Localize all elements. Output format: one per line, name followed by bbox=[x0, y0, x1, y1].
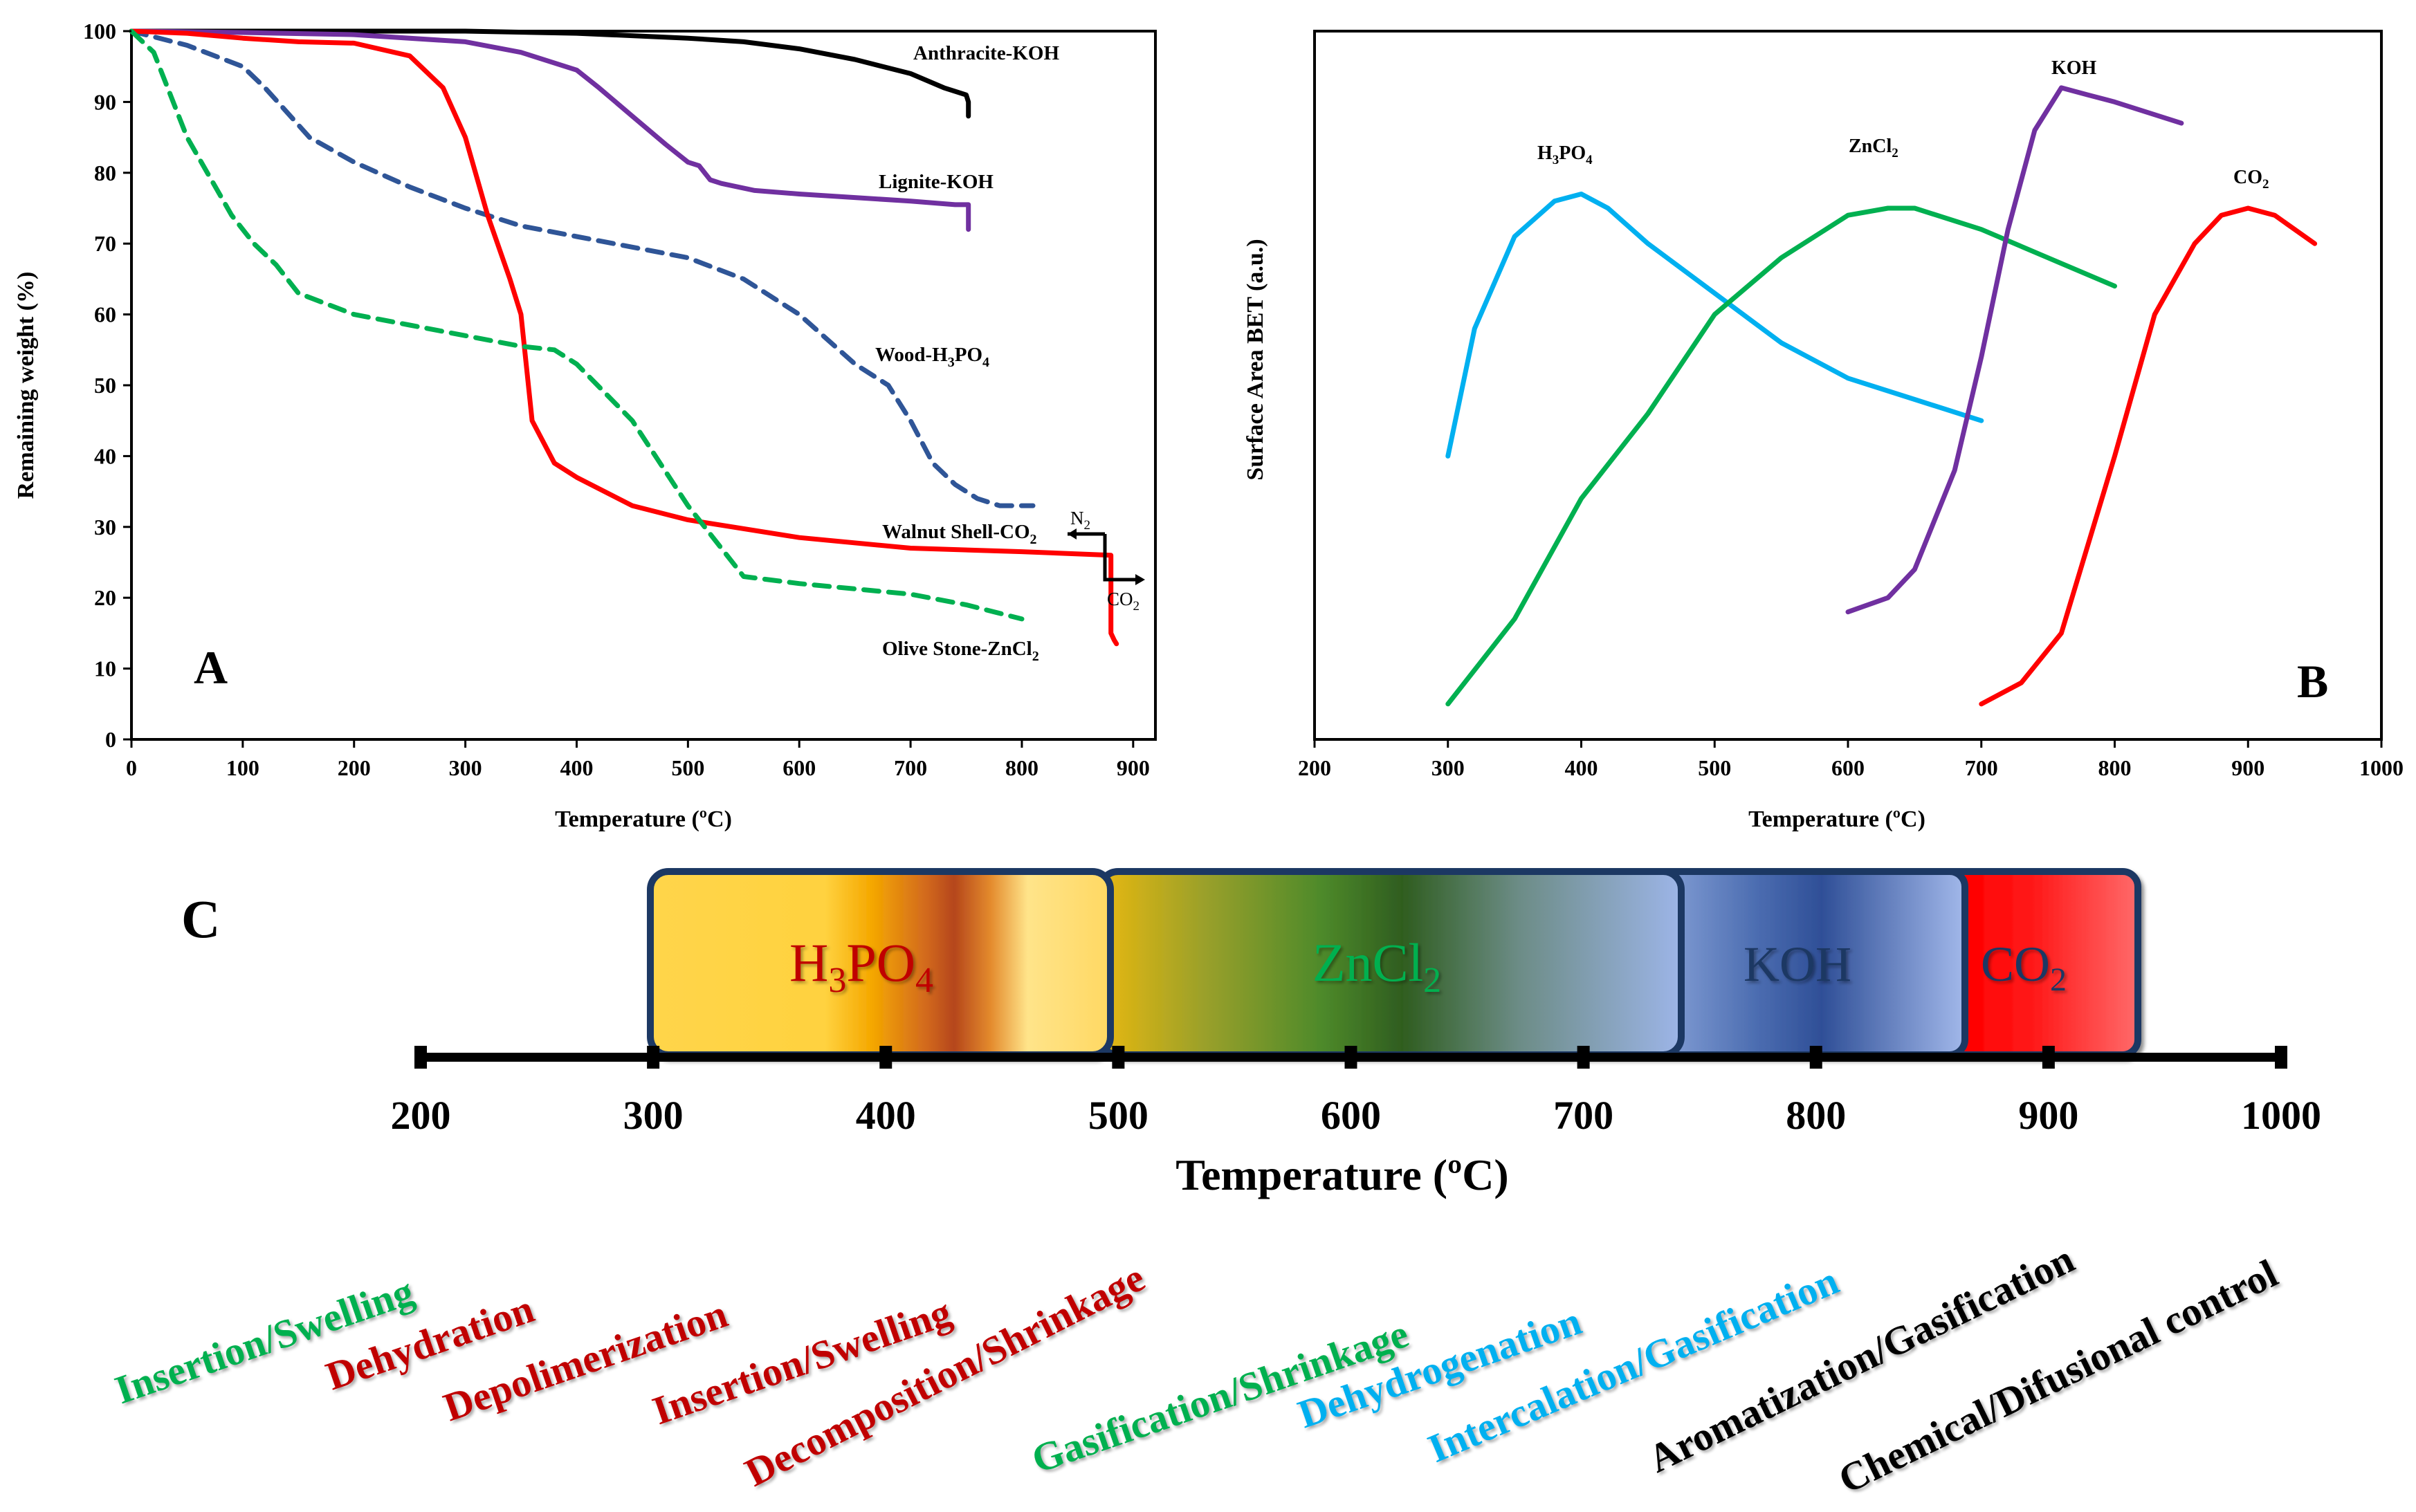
x-tick-label-b: 600 bbox=[1831, 755, 1865, 780]
series-line-wood bbox=[129, 28, 1036, 508]
x-tick-label-a: 600 bbox=[783, 755, 816, 780]
y-tick-label-a: 100 bbox=[83, 19, 116, 44]
series-label-zncl2: ZnCl2 bbox=[1849, 136, 1898, 160]
series-line-koh_b bbox=[1845, 85, 2184, 615]
annotation-n2: N2 bbox=[1070, 508, 1090, 533]
x-tick-label-c: 1000 bbox=[2241, 1093, 2321, 1138]
x-tick-label-b: 700 bbox=[1965, 755, 1998, 780]
panel-b-x-ticks: 200 300 400 500 600 700 800 900 1000 bbox=[1298, 739, 2404, 780]
x-tick-label-a: 900 bbox=[1117, 755, 1150, 780]
x-tick-label-c: 800 bbox=[1786, 1093, 1846, 1138]
band-labels: H3PO4 ZnCl2 KOH CO2 bbox=[789, 932, 2067, 1000]
y-tick-label-a: 40 bbox=[94, 443, 116, 468]
x-tick-label-c: 900 bbox=[2018, 1093, 2078, 1138]
y-tick-label-a: 20 bbox=[94, 585, 116, 610]
x-tick-label-a: 200 bbox=[338, 755, 371, 780]
y-tick-label-a: 10 bbox=[94, 656, 116, 681]
x-tick-label-b: 800 bbox=[2098, 755, 2132, 780]
y-tick-label-a: 80 bbox=[94, 160, 116, 185]
series-label-koh: KOH bbox=[2051, 57, 2097, 79]
series-label-lignite: Lignite-KOH bbox=[879, 171, 994, 193]
series-label-co2: CO2 bbox=[2233, 167, 2269, 192]
panel-a-x-ticks: 0 100 200 300 400 500 600 700 800 900 bbox=[126, 739, 1150, 780]
x-tick-c bbox=[1344, 1046, 1357, 1069]
process-chemical-difusional-control: Chemical/Difusional control bbox=[1831, 1251, 2285, 1502]
x-tick-c bbox=[1112, 1046, 1125, 1069]
series-label-h3po4: H3PO4 bbox=[1537, 142, 1593, 167]
series-label-wood: Wood-H3PO4 bbox=[875, 344, 989, 370]
x-tick-c bbox=[1577, 1046, 1590, 1069]
series-label-olive: Olive Stone-ZnCl2 bbox=[882, 638, 1039, 664]
x-tick-c bbox=[647, 1046, 660, 1069]
x-tick-label-a: 0 bbox=[126, 755, 137, 780]
panel-a-y-ticks: 0 10 20 30 40 50 60 70 80 90 100 bbox=[83, 19, 131, 752]
panel-b: 200 300 400 500 600 700 800 900 1000 H3PO4 ZnCl2… bbox=[1243, 30, 2404, 832]
x-tick-label-b: 300 bbox=[1431, 755, 1465, 780]
x-tick-label-b: 500 bbox=[1698, 755, 1731, 780]
x-tick-c bbox=[414, 1046, 427, 1069]
x-tick-label-c: 400 bbox=[856, 1093, 916, 1138]
x-tick-label-c: 200 bbox=[391, 1093, 451, 1138]
series-line-lignite bbox=[129, 28, 971, 232]
series-line-h3po4_b bbox=[1445, 192, 1984, 459]
x-tick-label-c: 600 bbox=[1321, 1093, 1381, 1138]
y-tick-label-a: 0 bbox=[105, 727, 116, 752]
y-tick-label-a: 70 bbox=[94, 231, 116, 256]
series-line-co2_b bbox=[1979, 205, 2318, 707]
band-label-koh: KOH bbox=[1744, 937, 1851, 992]
series-label-walnut: Walnut Shell-CO2 bbox=[882, 521, 1037, 547]
band-label-h3po4: H3PO4 bbox=[789, 932, 933, 1000]
y-tick-label-a: 30 bbox=[94, 515, 116, 540]
x-tick-label-a: 500 bbox=[671, 755, 704, 780]
panel-c: C H3PO4 ZnCl2 KOH CO2 200 300 400 500 600 700… bbox=[109, 868, 2321, 1502]
series-label-anthracite: Anthracite-KOH bbox=[913, 42, 1059, 64]
x-tick-c bbox=[1809, 1046, 1822, 1069]
arrow-co2-head bbox=[1135, 574, 1145, 585]
y-axis-title-a: Remaining weight (%) bbox=[13, 272, 39, 499]
x-tick-label-a: 800 bbox=[1005, 755, 1038, 780]
x-tick-label-a: 300 bbox=[449, 755, 482, 780]
x-tick-label-b: 1000 bbox=[2359, 755, 2404, 780]
panel-label-a: A bbox=[194, 641, 228, 694]
arrow-co2 bbox=[1103, 534, 1137, 582]
process-aromatization-gasification: Aromatization/Gasification bbox=[1641, 1236, 2081, 1482]
panel-a: 0 100 200 300 400 500 600 700 800 900 0 10 20 30 40 50… bbox=[13, 19, 1157, 832]
x-tick-label-b: 200 bbox=[1298, 755, 1331, 780]
x-tick-label-a: 100 bbox=[226, 755, 259, 780]
series-line-olive bbox=[129, 28, 1025, 622]
panel-b-series bbox=[1445, 85, 2318, 707]
y-tick-label-a: 50 bbox=[94, 373, 116, 398]
y-tick-label-a: 60 bbox=[94, 302, 116, 327]
y-axis-title-b: Surface Area BET (a.u.) bbox=[1243, 239, 1268, 480]
x-tick-c bbox=[2275, 1046, 2287, 1069]
x-tick-c bbox=[879, 1046, 893, 1069]
x-tick-label-a: 700 bbox=[894, 755, 927, 780]
band-label-co2: CO2 bbox=[1981, 937, 2067, 998]
panel-label-b: B bbox=[2297, 655, 2328, 708]
panel-a-series bbox=[129, 28, 1119, 647]
panel-label-c: C bbox=[181, 889, 220, 949]
panel-c-ticks: 200 300 400 500 600 700 800 900 1000 bbox=[391, 1046, 2321, 1138]
x-tick-c bbox=[2042, 1046, 2055, 1069]
y-tick-label-a: 90 bbox=[94, 89, 116, 114]
temperature-bands bbox=[647, 868, 2141, 1058]
process-labels: Insertion/Swelling Dehydration Depolimer… bbox=[109, 1236, 2285, 1502]
series-line-walnut bbox=[129, 28, 1119, 647]
series-line-anthracite bbox=[129, 28, 971, 119]
series-line-zncl2_b bbox=[1445, 205, 2117, 707]
x-axis-title-c: Temperature (ºC) bbox=[1175, 1150, 1508, 1199]
band-label-zncl2: ZnCl2 bbox=[1312, 932, 1441, 1000]
x-axis-title-a: Temperature (ºC) bbox=[555, 806, 732, 832]
x-tick-label-b: 400 bbox=[1565, 755, 1598, 780]
x-tick-label-c: 700 bbox=[1553, 1093, 1613, 1138]
x-tick-label-c: 300 bbox=[623, 1093, 684, 1138]
plot-frame-b bbox=[1313, 30, 2383, 741]
x-axis-title-b: Temperature (ºC) bbox=[1748, 806, 1925, 832]
x-tick-label-a: 400 bbox=[560, 755, 593, 780]
x-tick-label-c: 500 bbox=[1088, 1093, 1148, 1138]
plot-frame-a bbox=[130, 30, 1157, 741]
x-tick-label-b: 900 bbox=[2231, 755, 2264, 780]
arrow-n2-head bbox=[1068, 528, 1077, 540]
